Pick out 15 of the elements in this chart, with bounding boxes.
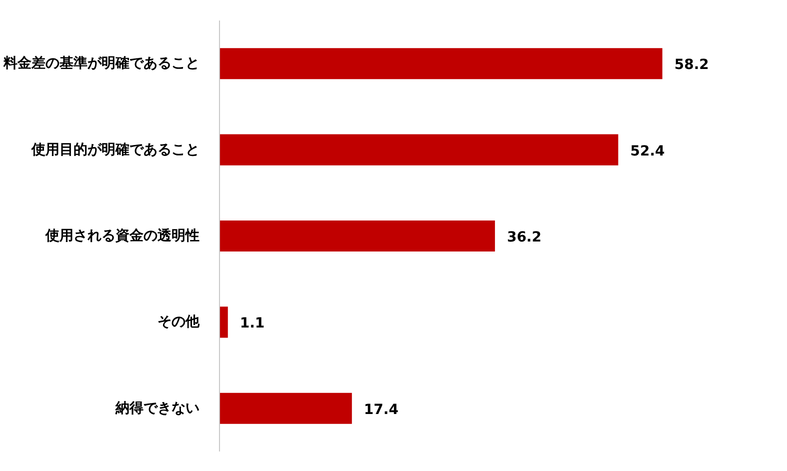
bar (220, 306, 228, 338)
bar (220, 220, 495, 252)
data-label: 52.4 (630, 143, 666, 160)
y-tick-label: 料金差の基準が明確であること (2, 56, 200, 72)
data-label: 1.1 (240, 316, 265, 332)
bar (220, 48, 662, 80)
y-tick-label: その他 (158, 314, 200, 330)
y-tick-label: 使用目的が明確であること (30, 142, 200, 158)
data-label: 17.4 (364, 402, 399, 418)
y-tick-label: 使用される資金の透明性 (44, 228, 200, 244)
data-label: 36.2 (506, 230, 542, 246)
data-label: 58.2 (674, 57, 709, 74)
bar (220, 134, 618, 166)
bar (220, 392, 352, 424)
y-tick-label: 納得できない (114, 400, 200, 416)
